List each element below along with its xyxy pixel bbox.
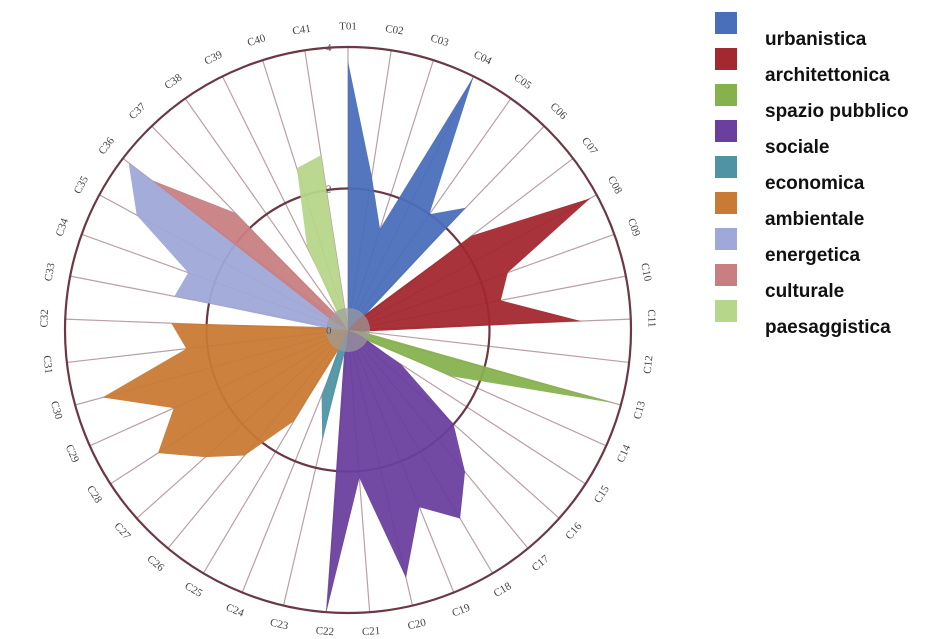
axis-label: C04 [472, 49, 494, 68]
series-area-sociale [326, 330, 465, 613]
legend-label: urbanistica [765, 29, 867, 50]
legend-swatch [715, 84, 737, 106]
axis-label: C40 [246, 32, 268, 49]
tick-label: 0 [326, 325, 332, 337]
legend-swatch [715, 48, 737, 70]
axis-label: C16 [563, 520, 584, 542]
axis-label: C26 [145, 553, 167, 574]
axis-label: C30 [48, 400, 65, 421]
axis-label: C32 [38, 309, 51, 328]
axis-label: C15 [592, 483, 612, 505]
series-area-urbanistica [348, 61, 474, 330]
series-area-culturale [151, 179, 348, 330]
tick-label: 4 [326, 42, 332, 54]
axis-label: C10 [638, 262, 653, 283]
series-area-economica [321, 330, 348, 441]
tick-label: 2 [326, 184, 332, 196]
axis-label: C24 [224, 602, 246, 620]
center-hub [326, 308, 370, 352]
axis-label: C22 [315, 625, 334, 638]
axis-label: C19 [450, 601, 472, 619]
legend-label: architettonica [765, 65, 890, 86]
axis-label: C20 [407, 616, 428, 632]
axis-label: C23 [269, 617, 290, 633]
axis-label: C02 [384, 23, 404, 38]
axis-label: C21 [362, 625, 381, 638]
legend-label: economica [765, 173, 865, 194]
axis-label: C17 [530, 553, 552, 574]
axis-label: C03 [429, 32, 451, 49]
legend-swatch [715, 300, 737, 322]
legend-label: energetica [765, 245, 861, 266]
legend-label: paesaggistica [765, 317, 891, 338]
legend-swatch [715, 228, 737, 250]
axis-label: C06 [548, 101, 570, 123]
axis-label: C27 [112, 520, 133, 542]
legend-label: spazio pubblico [765, 101, 909, 122]
axis-label: C41 [292, 23, 312, 38]
axis-label: C31 [40, 355, 54, 375]
axis-label: C09 [625, 217, 643, 239]
legend-label: sociale [765, 137, 830, 158]
axis-label: C13 [632, 399, 649, 420]
axis-label: C36 [96, 135, 117, 157]
series-area-spazio-pubblico [348, 330, 615, 404]
axis-label: C39 [203, 48, 225, 67]
legend-swatch [715, 156, 737, 178]
axis-label: C25 [182, 580, 204, 600]
axis-label: C05 [512, 72, 534, 93]
axis-label: C28 [84, 483, 104, 505]
legend-swatch [715, 12, 737, 34]
axis-label: C35 [72, 174, 92, 196]
axis-label: C29 [63, 443, 82, 465]
legend-label: culturale [765, 281, 845, 302]
series-area-architettonica [348, 198, 591, 332]
legend-swatch [715, 264, 737, 286]
outer-ring [63, 45, 633, 615]
series-area-ambientale [102, 323, 349, 458]
axis-label: C08 [605, 174, 625, 196]
axis-label: C14 [615, 442, 634, 464]
legend-swatch [715, 192, 737, 214]
axis-label: C33 [42, 262, 57, 283]
axis-label: C11 [645, 309, 658, 327]
axis-label: C18 [492, 580, 514, 600]
axis-label: C12 [642, 355, 656, 375]
legend-label: ambientale [765, 209, 865, 230]
axis-label: C38 [162, 71, 184, 92]
axis-label: T01 [339, 21, 357, 33]
axis-label: C37 [127, 100, 149, 122]
axis-label: C34 [54, 216, 72, 238]
axis-label: C07 [579, 135, 600, 157]
series-area-paesaggistica [296, 155, 348, 330]
legend-swatch [715, 120, 737, 142]
